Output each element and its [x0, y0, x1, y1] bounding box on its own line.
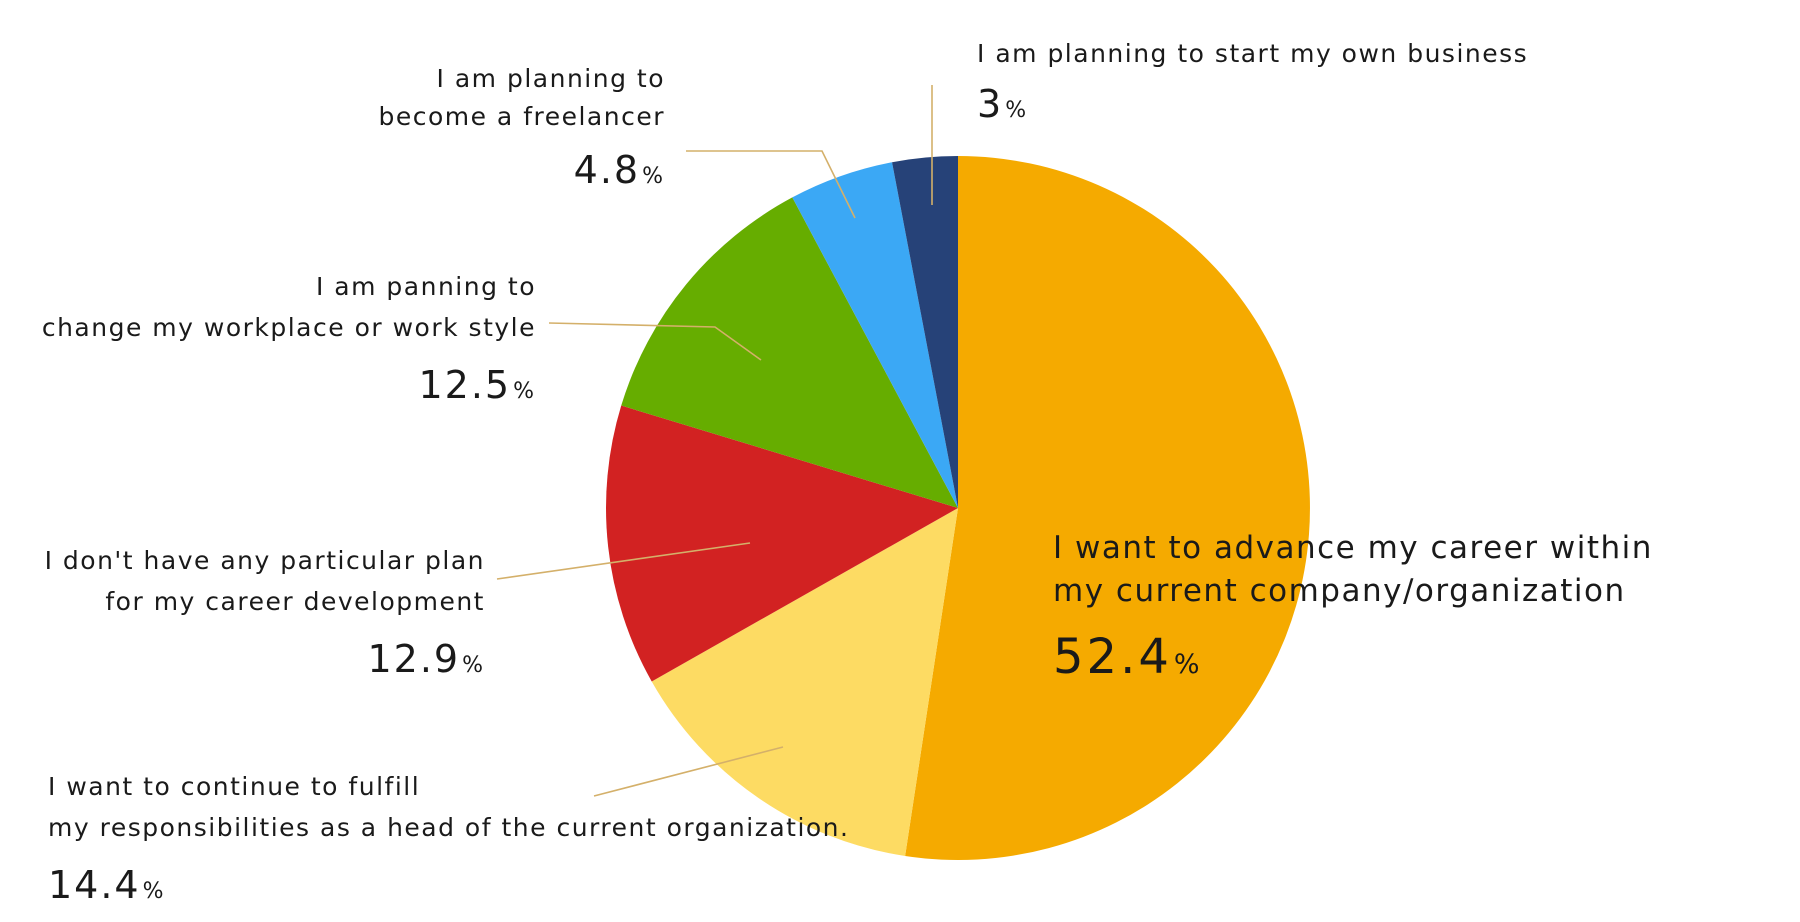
pie-slices	[606, 156, 1310, 860]
pie-slice-5	[892, 156, 958, 508]
slice-value-5: 3%	[977, 82, 1028, 126]
slice-label-4-line-1: become a freelancer	[378, 102, 665, 131]
slice-label-5-line-0: I am planning to start my own business	[977, 39, 1528, 68]
pie-slice-0	[905, 156, 1310, 860]
slice-label-0-line-1: my current company/organization	[1053, 573, 1626, 609]
slice-label-3-line-0: I am panning to	[316, 272, 536, 301]
slice-label-1-line-1: my responsibilities as a head of the cur…	[48, 813, 849, 842]
slice-label-2-line-1: for my career development	[105, 587, 485, 616]
leader-line-3	[548, 322, 762, 361]
leader-lines	[496, 85, 933, 797]
slice-label-1-line-0: I want to continue to fulfill	[48, 772, 420, 801]
pie-slice-1	[651, 508, 958, 857]
slice-value-2: 12.9%	[367, 637, 485, 681]
slice-label-0-line-0: I want to advance my career within	[1053, 530, 1653, 566]
slice-labels: I want to advance my career within my cur…	[42, 39, 1653, 907]
slice-value-4: 4.8%	[574, 148, 665, 192]
pie-slice-3	[621, 197, 958, 508]
leader-line-1	[593, 746, 784, 797]
leader-line-2	[496, 542, 751, 580]
slice-label-3-line-1: change my workplace or work style	[42, 313, 536, 342]
slice-label-2-line-0: I don't have any particular plan	[45, 546, 485, 575]
slice-value-0: 52.4%	[1053, 629, 1203, 685]
pie-slice-2	[606, 405, 958, 682]
slice-value-3: 12.5%	[418, 363, 536, 407]
slice-label-4-line-0: I am planning to	[437, 64, 665, 93]
slice-value-1: 14.4%	[48, 863, 166, 907]
leader-line-4	[686, 150, 856, 219]
pie-slice-4	[792, 162, 958, 509]
